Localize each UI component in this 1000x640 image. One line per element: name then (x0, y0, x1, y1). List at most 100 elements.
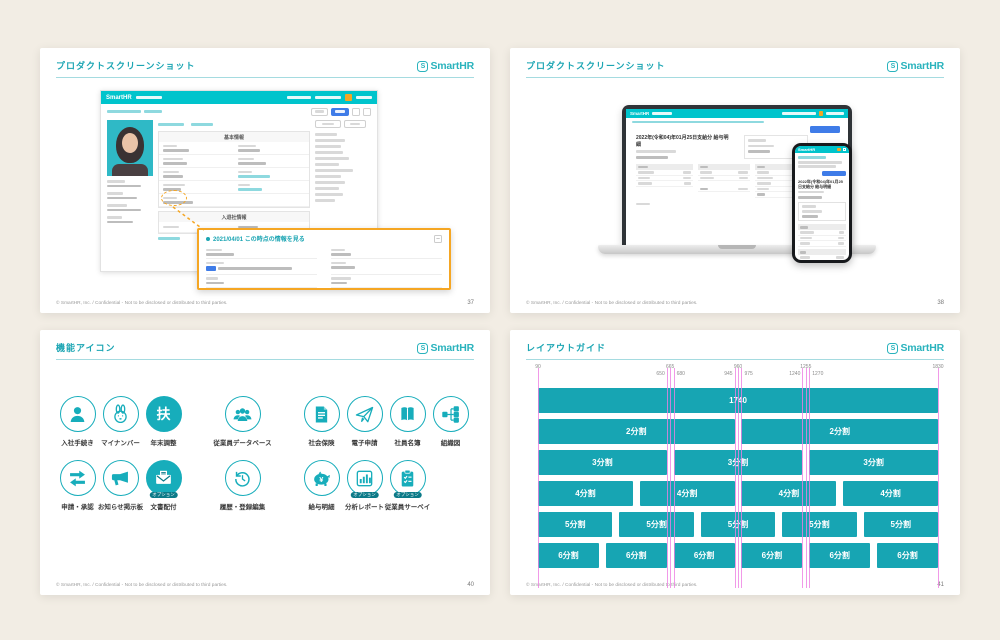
feature-label: 分析レポート (345, 504, 384, 511)
feature-label: 電子申請 (351, 440, 378, 447)
feature-label: 申請・承認 (61, 504, 94, 511)
grid-bar: 1740 (538, 388, 938, 413)
grid-bar: 3分割 (538, 450, 667, 475)
slide-header: レイアウトガイド S SmartHR (526, 330, 944, 360)
feature-item-piggy-bank: ¥ 給与明細 (300, 460, 343, 511)
feature-label: 履歴・登録編集 (219, 504, 266, 511)
slide-product-screenshot-2[interactable]: プロダクトスクリーンショット S SmartHR SmartHR (510, 48, 960, 313)
guide-value: 960 (733, 364, 743, 370)
status-badge (206, 266, 216, 271)
feature-item-history: 履歴・登録編集 (219, 460, 266, 511)
guide-labels: 90 650 665 680 945 960 975 1240 1255 1270 1830 (535, 364, 943, 380)
guide-value: 650 (656, 371, 665, 377)
avatar-square (818, 111, 823, 116)
slide-footer: © SmartHR, Inc. / Confidential - Not to … (56, 582, 474, 588)
grid-bar: 6分割 (538, 543, 599, 568)
status-box (798, 201, 846, 222)
grid-bars: 1740 2分割 2分割 3分割 3分割 3分割 4分割 4分割 4分割 4分割 5分割 5分割 5分割… (538, 388, 939, 568)
slide-title: 機能アイコン (56, 343, 116, 353)
grid-bar: 2分割 (741, 419, 939, 444)
basic-info-heading: 基本情報 (223, 134, 244, 141)
smarthr-logo-text: SmartHR (430, 342, 474, 354)
slide-footer: © SmartHR, Inc. / Confidential - Not to … (526, 300, 944, 306)
guide-value: 665 (666, 364, 675, 370)
grid-bar-row: 3分割 3分割 3分割 (538, 450, 938, 475)
slide-header: プロダクトスクリーンショット S SmartHR (526, 48, 944, 78)
grid-bar: 5分割 (863, 512, 938, 537)
guide-value: 1270 (812, 371, 824, 377)
slide-layout-guide[interactable]: レイアウトガイド S SmartHR 90 650 665 680 945 960 975 1… (510, 330, 960, 595)
slide-footer: © SmartHR, Inc. / Confidential - Not to … (56, 300, 474, 306)
slide-title: プロダクトスクリーンショット (56, 61, 196, 71)
feature-label: 組織図 (440, 440, 461, 447)
page-number: 38 (937, 300, 944, 306)
page-number: 40 (467, 582, 474, 588)
guide-line (938, 368, 939, 588)
grid-bar: 6分割 (673, 543, 735, 568)
grid-bar-row: 1740 (538, 388, 938, 413)
feature-icon-row: 入社手続き マイナンバー扶年末調整 従業員データベース 社会保険 電子申請 社員名簿 組織図 (40, 396, 490, 447)
kanji-fu-icon: 扶 (145, 396, 182, 432)
current-pill (331, 107, 349, 116)
grid-bar-row: 5分割 5分割 5分割 5分割 5分割 (538, 512, 938, 537)
feature-label: 文書配付 (150, 504, 177, 511)
org-chart-icon (432, 396, 469, 432)
feature-icon-group: 履歴・登録編集 (219, 460, 266, 511)
confidential-note: © SmartHR, Inc. / Confidential - Not to … (56, 301, 228, 306)
highlight-connector-line (172, 206, 205, 231)
feature-icon-group: 社会保険 電子申請 社員名簿 組織図 (300, 396, 472, 447)
app-header: SmartHR (101, 91, 377, 104)
bullet-dot-icon (206, 236, 210, 241)
piggy-bank-icon: ¥ (303, 460, 340, 496)
profile-column (107, 120, 153, 240)
profile-photo (107, 120, 153, 176)
grid-bar: 5分割 (538, 512, 613, 537)
grid-bar-row: 4分割 4分割 4分割 4分割 (538, 481, 938, 506)
feature-item-people: 従業員データベース (213, 396, 272, 447)
smarthr-logo-icon: S (887, 342, 899, 354)
phone-mockup: SmartHR 2022年(令和04)年01月25日支給分 給与明細 (792, 143, 852, 263)
person-icon (59, 396, 96, 432)
payslip-title: 2022年(令和04)年01月25日支給分 給与明細 (798, 178, 843, 189)
feature-item-bar-chart: オプション分析レポート (343, 460, 386, 511)
smarthr-logo-text: SmartHR (430, 60, 474, 72)
smarthr-logo: S SmartHR (887, 342, 944, 354)
smarthr-logo-icon: S (417, 342, 429, 354)
grid-bar: 5分割 (700, 512, 776, 537)
grid-bar: 5分割 (782, 512, 857, 537)
book-icon (389, 396, 426, 432)
guide-value: 1255 (800, 364, 812, 370)
primary-action-button (822, 170, 846, 176)
slide-feature-icons[interactable]: 機能アイコン S SmartHR 入社手続き マイナンバー扶年末調整 従業員データベ… (40, 330, 490, 595)
page-number: 41 (937, 582, 944, 588)
feature-label: 年末調整 (150, 440, 177, 447)
primary-action-button (810, 126, 840, 133)
slide-product-screenshot-1[interactable]: プロダクトスクリーンショット S SmartHR SmartHR (40, 48, 490, 313)
confidential-note: © SmartHR, Inc. / Confidential - Not to … (56, 583, 228, 588)
option-badge: オプション (393, 491, 422, 498)
grid-bar: 2分割 (538, 419, 735, 444)
grid-bar: 6分割 (809, 543, 871, 568)
bar-chart-icon: オプション (346, 460, 383, 498)
feature-label: 給与明細 (308, 504, 335, 511)
smarthr-logo-text: SmartHR (900, 60, 944, 72)
megaphone-icon (102, 460, 139, 496)
app-header: SmartHR (795, 146, 849, 153)
smarthr-logo: S SmartHR (417, 342, 474, 354)
survey-icon: オプション (389, 460, 426, 498)
svg-text:¥: ¥ (319, 474, 324, 483)
slide-title: レイアウトガイド (526, 343, 607, 353)
year-pill (311, 107, 328, 116)
app-header: SmartHR (626, 109, 848, 118)
slide-header: 機能アイコン S SmartHR (56, 330, 474, 360)
grid-bar: 5分割 (619, 512, 694, 537)
feature-item-kanji-fu: 扶年末調整 (142, 396, 185, 447)
slide-footer: © SmartHR, Inc. / Confidential - Not to … (526, 582, 944, 588)
feature-item-org-chart: 組織図 (429, 396, 472, 447)
employment-heading: 入退社情報 (221, 214, 247, 221)
grid-bar: 6分割 (877, 543, 938, 568)
slide-title: プロダクトスクリーンショット (526, 61, 666, 71)
smarthr-logo-icon: S (887, 60, 899, 72)
payslip-tables (636, 164, 838, 198)
grid-bar-row: 2分割 2分割 (538, 419, 939, 444)
